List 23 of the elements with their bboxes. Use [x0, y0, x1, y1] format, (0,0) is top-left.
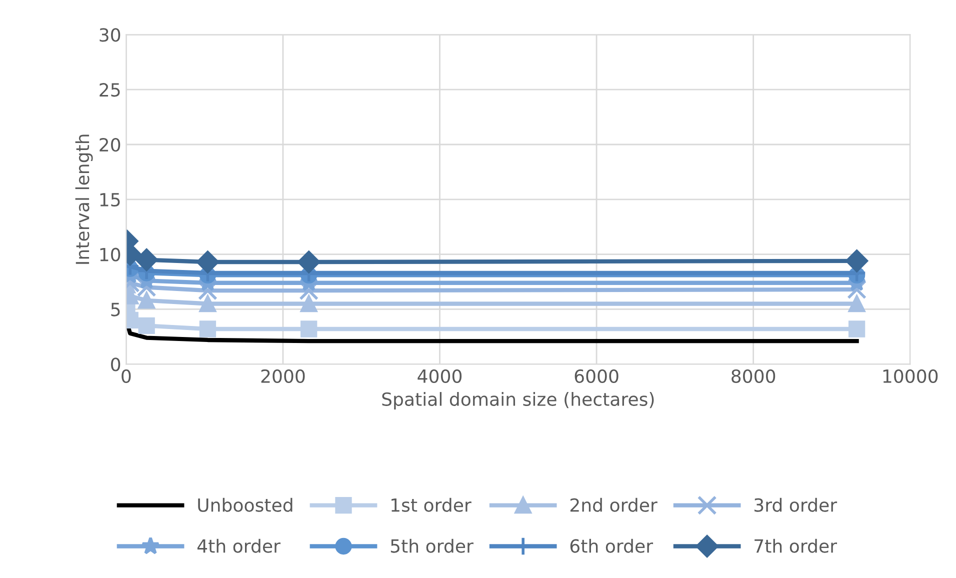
x-tick-label: 8000	[732, 369, 776, 383]
y-tick-label: 0	[111, 358, 120, 372]
x-axis-title: Spatial domain size (hectares)	[382, 392, 654, 410]
x-tick-label: 6000	[574, 369, 618, 383]
x-tick-label: 4000	[418, 369, 462, 383]
legend-label: Unboosted	[198, 498, 292, 512]
legend-label: 7th order	[754, 538, 838, 553]
x-tick-label: 2000	[261, 369, 305, 383]
y-tick-label: 30	[100, 28, 120, 42]
y-tick-label: 25	[100, 83, 120, 97]
y-axis-title: Interval length	[75, 134, 93, 264]
x-tick-label: 10000	[883, 369, 938, 383]
legend-label: 3rd order	[754, 498, 838, 512]
x-tick-label: 0	[122, 369, 131, 383]
y-tick-label: 15	[100, 193, 120, 207]
y-tick-label: 20	[100, 138, 120, 152]
legend-label: 5th order	[390, 538, 474, 553]
y-tick-label: 10	[100, 248, 120, 262]
legend-label: 1st order	[392, 498, 472, 512]
legend-label: 2nd order	[570, 498, 658, 512]
y-tick-label: 5	[111, 302, 120, 316]
legend-label: 6th order	[570, 538, 654, 553]
legend-label: 4th order	[197, 538, 280, 553]
